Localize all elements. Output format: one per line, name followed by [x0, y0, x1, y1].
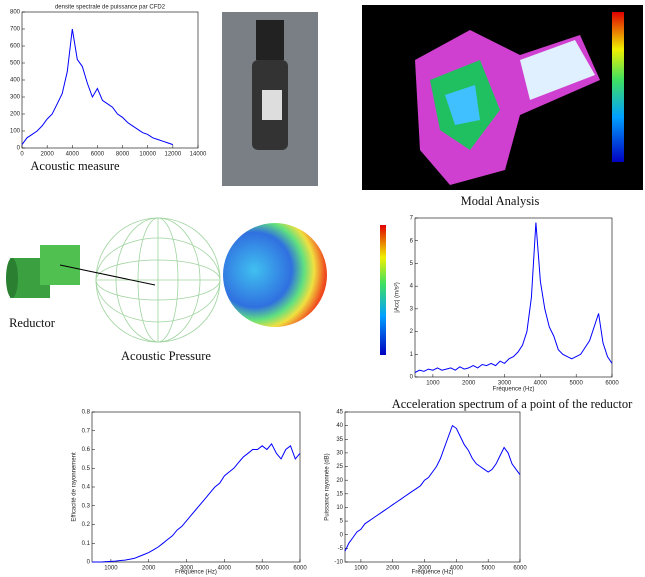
x-tick-label: 8000: [116, 152, 130, 158]
x-tick-label: 14000: [190, 152, 207, 158]
x-tick-label: 1000: [104, 566, 118, 572]
x-axis-label: Fréquence (Hz): [175, 570, 217, 576]
y-axis-label: Puissance rayonnée (dB): [325, 453, 331, 520]
x-tick-label: 6000: [605, 381, 619, 387]
x-tick-label: 6000: [293, 566, 307, 572]
x-tick-label: 2000: [462, 381, 476, 387]
plot-area: [22, 12, 198, 148]
y-tick-label: 0: [410, 375, 414, 381]
x-tick-label: 4000: [66, 152, 80, 158]
caption: Reductor: [9, 316, 56, 330]
chart-title: densite spectrale de puissance par CFD2: [55, 5, 166, 11]
x-tick-label: 1000: [354, 566, 368, 572]
y-tick-label: 4: [410, 284, 414, 290]
plot-area: [345, 412, 520, 562]
y-tick-label: 0.5: [82, 466, 91, 472]
y-tick-label: 3: [410, 306, 414, 312]
y-axis-label: |Acc| (m/s²): [395, 282, 401, 312]
y-tick-label: 7: [410, 216, 414, 222]
x-tick-label: 5000: [256, 566, 270, 572]
accel-colorbar: [380, 225, 386, 355]
x-tick-label: 4000: [534, 381, 548, 387]
plot-area: [92, 412, 300, 562]
caption: Modal Analysis: [461, 194, 540, 208]
x-tick-label: 1000: [426, 381, 440, 387]
y-tick-label: 35: [336, 437, 343, 443]
y-tick-label: -5: [338, 546, 344, 552]
x-tick-label: 12000: [165, 152, 182, 158]
x-tick-label: 6000: [91, 152, 105, 158]
figure: Acoustic measure Modal Analysis Reductor…: [0, 0, 645, 577]
y-tick-label: 45: [336, 410, 343, 416]
y-tick-label: 100: [10, 129, 21, 135]
x-tick-label: 4000: [218, 566, 232, 572]
x-tick-label: 5000: [482, 566, 496, 572]
x-tick-label: 2000: [142, 566, 156, 572]
y-tick-label: 10: [336, 505, 343, 511]
y-tick-label: 40: [336, 423, 343, 429]
pressure-sphere: [223, 223, 327, 327]
y-tick-label: 0: [87, 560, 91, 566]
x-axis-label: Fréquence (Hz): [493, 387, 535, 393]
y-tick-label: 5: [340, 519, 344, 525]
y-tick-label: 2: [410, 329, 414, 335]
y-tick-label: 700: [10, 27, 21, 33]
reductor: [6, 245, 80, 298]
y-tick-label: 200: [10, 112, 21, 118]
caption: Acceleration spectrum of a point of the …: [392, 397, 633, 411]
y-tick-label: 0.4: [82, 485, 91, 491]
caption: Acoustic measure: [30, 159, 120, 173]
y-tick-label: 0.6: [82, 447, 91, 453]
caption: Acoustic Pressure: [121, 349, 211, 363]
y-axis-label: Efficacité de rayonnement: [72, 452, 78, 522]
y-tick-label: 0.7: [82, 428, 91, 434]
y-tick-label: 800: [10, 10, 21, 16]
sensor-label: [262, 90, 282, 120]
sensor-top: [256, 20, 284, 60]
y-tick-label: 20: [336, 478, 343, 484]
y-tick-label: 25: [336, 464, 343, 470]
x-tick-label: 2000: [386, 566, 400, 572]
wireframe-sphere: [96, 218, 220, 342]
y-tick-label: 0: [340, 532, 344, 538]
y-tick-label: 300: [10, 95, 21, 101]
modal-colorbar: [612, 12, 624, 162]
x-tick-label: 0: [20, 152, 24, 158]
y-tick-label: 500: [10, 61, 21, 67]
x-tick-label: 6000: [513, 566, 527, 572]
y-tick-label: 30: [336, 450, 343, 456]
y-tick-label: -10: [334, 560, 343, 566]
x-tick-label: 5000: [570, 381, 584, 387]
y-tick-label: 600: [10, 44, 21, 50]
y-tick-label: 6: [410, 238, 414, 244]
y-tick-label: 400: [10, 78, 21, 84]
y-tick-label: 5: [410, 261, 414, 267]
x-tick-label: 2000: [40, 152, 54, 158]
y-tick-label: 0.8: [82, 410, 91, 416]
y-tick-label: 0.1: [82, 541, 91, 547]
y-tick-label: 15: [336, 491, 343, 497]
y-tick-label: 1: [410, 352, 414, 358]
x-tick-label: 10000: [139, 152, 156, 158]
y-tick-label: 0.3: [82, 503, 91, 509]
x-axis-label: Fréquence (Hz): [412, 570, 454, 576]
y-tick-label: 0.2: [82, 522, 91, 528]
plot-area: [415, 218, 612, 377]
